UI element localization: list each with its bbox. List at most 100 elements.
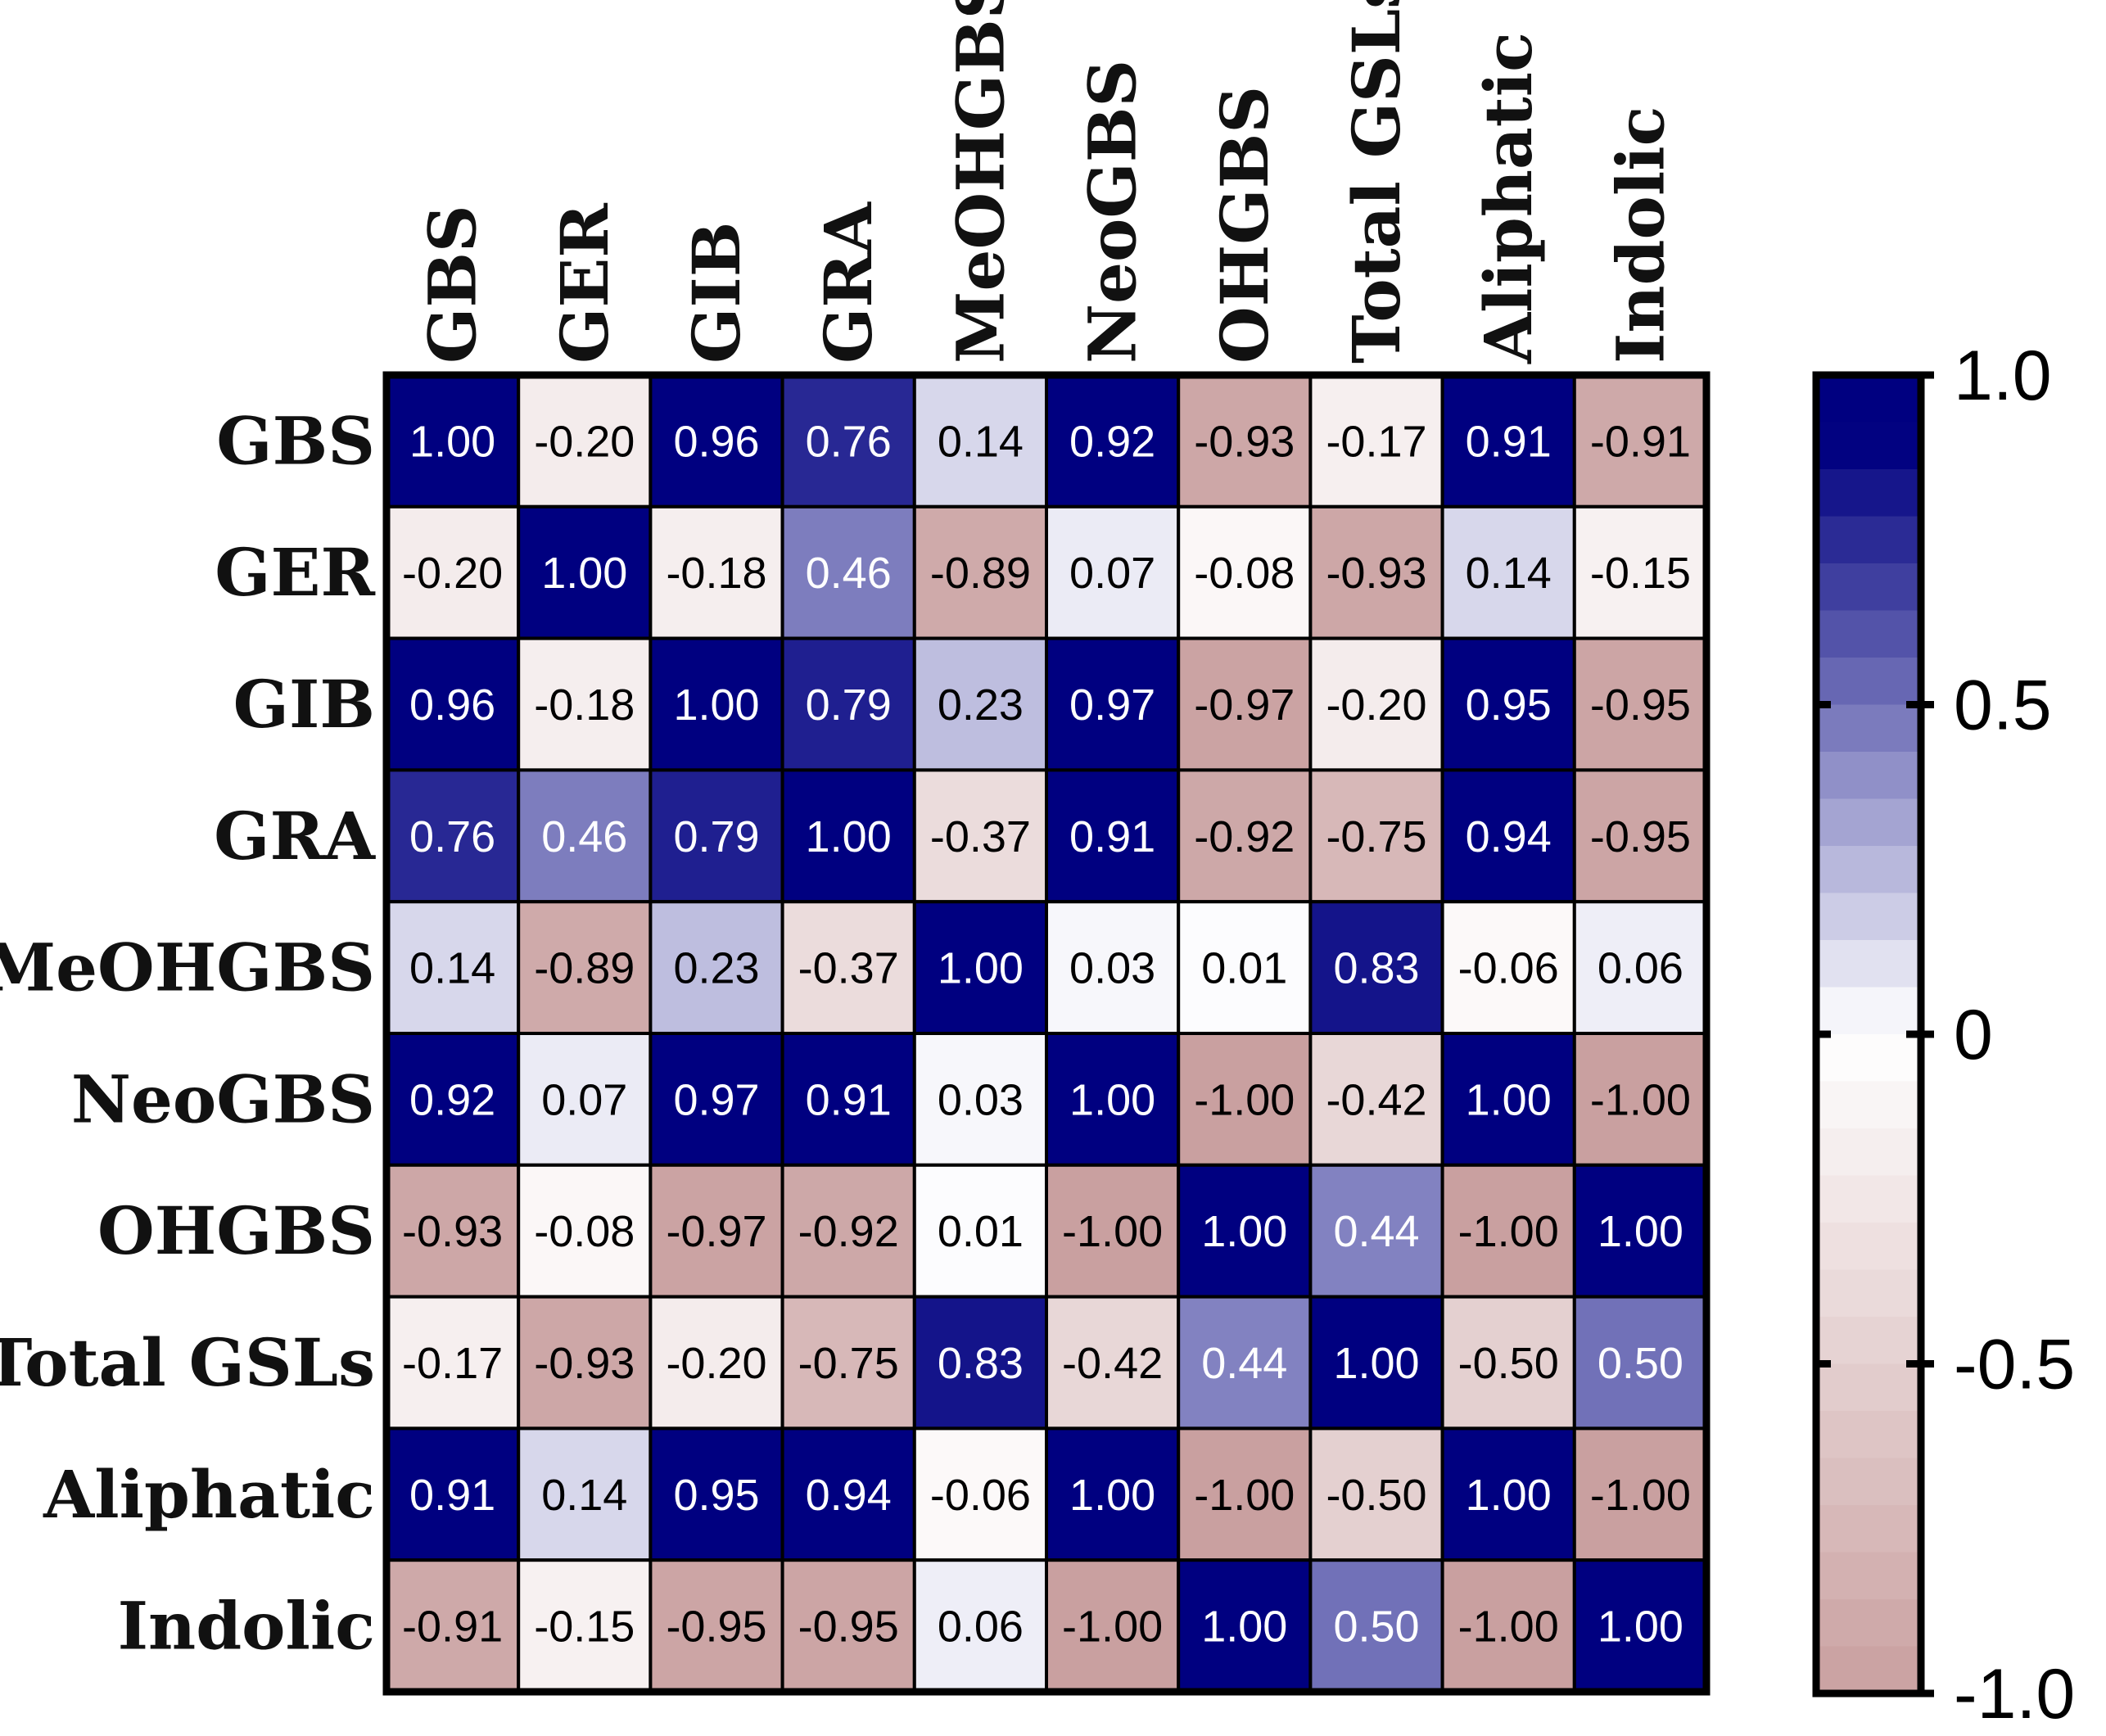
cell-value-label: -0.20 [1326, 680, 1426, 730]
heatmap-cell [1177, 1163, 1313, 1299]
colorbar-segment [1816, 658, 1921, 706]
heatmap-cell [517, 636, 653, 772]
row-label: GER [215, 534, 375, 611]
heatmap-cell [1308, 1295, 1444, 1431]
heatmap-cell [780, 1295, 916, 1431]
colorbar-segment [1816, 1223, 1921, 1271]
cell-value-label: 0.23 [938, 680, 1024, 730]
heatmap-cell [1045, 373, 1181, 509]
heatmap-cell [1045, 768, 1181, 904]
cell-value-label: 0.07 [541, 1075, 627, 1124]
cell-value-label: 0.76 [409, 812, 495, 861]
cell-value-label: 0.94 [806, 1471, 892, 1520]
heatmap-cell [912, 1558, 1049, 1693]
cell-value-label: 0.79 [673, 812, 759, 861]
cell-value-label: -0.91 [402, 1603, 503, 1652]
cell-value-label: 0.44 [1201, 1339, 1287, 1388]
column-label: NeoGBS [1074, 60, 1151, 364]
colorbar-tick-label: 0.5 [1954, 667, 2052, 745]
heatmap-cell [1177, 900, 1313, 1035]
cell-value-label: 0.46 [806, 549, 892, 598]
cell-value-label: -0.95 [666, 1603, 766, 1652]
colorbar-segment [1816, 516, 1921, 564]
cell-value-label: -0.93 [1194, 417, 1295, 466]
cell-value-label: -0.97 [1194, 680, 1295, 730]
cell-value-label: 0.94 [1466, 812, 1552, 861]
cell-value-label: -0.20 [402, 549, 503, 598]
row-label: OHGBS [97, 1192, 375, 1269]
cell-value-label: -0.95 [1590, 812, 1691, 861]
row-label: NeoGBS [71, 1060, 375, 1137]
cell-value-label: -0.89 [534, 944, 635, 993]
cell-value-label: 0.46 [541, 812, 627, 861]
colorbar-segment [1816, 375, 1921, 423]
cell-value-label: -1.00 [1458, 1207, 1559, 1256]
heatmap-cell [649, 636, 784, 772]
cell-value-label: 0.44 [1333, 1207, 1419, 1256]
heatmap-border [382, 371, 1711, 1696]
cell-value-label: 1.00 [1466, 1471, 1552, 1520]
heatmap-cell [1572, 504, 1709, 640]
colorbar-segment [1816, 1034, 1921, 1083]
cell-value-label: 1.00 [409, 417, 495, 466]
colorbar-segment [1816, 1458, 1921, 1506]
heatmap-cell [385, 1163, 521, 1299]
cell-value-label: -0.50 [1458, 1339, 1559, 1388]
cell-value-label: -1.00 [1194, 1471, 1295, 1520]
heatmap-cell [780, 1426, 916, 1562]
heatmap-cell [1440, 636, 1576, 772]
column-labels: GBS GER GIB GRA MeOHGBS NeoGBS OHGBS Total GSLs… [414, 0, 1679, 364]
colorbar-segment [1816, 1552, 1921, 1600]
cell-value-label: 0.07 [1069, 549, 1155, 598]
cell-value-label: 0.96 [673, 417, 759, 466]
cell-value-label: 1.00 [673, 680, 759, 730]
cell-value-label: 0.50 [1333, 1603, 1419, 1652]
colorbar: 1.0 0.5 0 -0.5 -1.0 [1812, 337, 2075, 1734]
cell-value-label: -0.92 [798, 1207, 899, 1256]
cell-value-label: 0.91 [1069, 812, 1155, 861]
cell-value-label: 0.79 [806, 680, 892, 730]
cell-value-label: -0.89 [930, 549, 1031, 598]
heatmap-cell [780, 1032, 916, 1167]
colorbar-segment [1816, 1411, 1921, 1459]
colorbar-segment [1816, 1646, 1921, 1694]
column-label: Aliphatic [1470, 32, 1547, 364]
cell-value-label: 0.95 [673, 1471, 759, 1520]
cell-value-label: -0.17 [1326, 417, 1426, 466]
cell-value-label: -0.92 [1194, 812, 1295, 861]
heatmap-cell [1440, 1163, 1576, 1299]
heatmap-cell [1440, 1295, 1576, 1431]
cell-value-label: -0.93 [402, 1207, 503, 1256]
colorbar-segment [1816, 987, 1921, 1035]
heatmap-cell [1045, 1295, 1181, 1431]
cell-value-label: 0.06 [1598, 944, 1683, 993]
colorbar-segment [1816, 893, 1921, 941]
colorbar-segment [1816, 1505, 1921, 1553]
cell-value-label: 0.50 [1598, 1339, 1683, 1388]
heatmap-cell [385, 1032, 521, 1167]
heatmap-cell [385, 768, 521, 904]
heatmap-cell [1440, 504, 1576, 640]
cell-value-label: -0.08 [534, 1207, 635, 1256]
heatmap-cell [1177, 504, 1313, 640]
cell-value-label: 0.96 [409, 680, 495, 730]
row-label: GRA [214, 798, 376, 875]
colorbar-segment [1816, 610, 1921, 658]
cell-value-label: -0.20 [534, 417, 635, 466]
heatmap-cell [649, 1426, 784, 1562]
colorbar-segment [1816, 563, 1921, 612]
cell-value-label: 1.00 [1598, 1207, 1683, 1256]
cell-value-label: 0.01 [938, 1207, 1024, 1256]
heatmap-cell [517, 1295, 653, 1431]
column-label: GBS [414, 205, 491, 364]
colorbar-segment [1816, 752, 1921, 800]
cell-value-label: 0.91 [1466, 417, 1552, 466]
column-label: GRA [810, 201, 887, 364]
row-label: Indolic [118, 1588, 375, 1665]
cell-value-label: -0.95 [798, 1603, 899, 1652]
heatmap-cell [1177, 1426, 1313, 1562]
cell-value-label: -0.20 [666, 1339, 766, 1388]
cell-value-label: 1.00 [1069, 1075, 1155, 1124]
colorbar-segment [1816, 1363, 1921, 1412]
